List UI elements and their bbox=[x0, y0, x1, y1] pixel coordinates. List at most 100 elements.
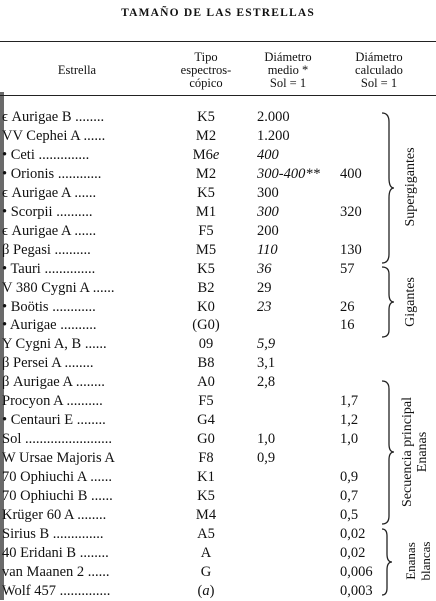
header-spectral-line2: espectros- bbox=[180, 63, 232, 77]
diameter-calculated: 0,02 bbox=[340, 545, 366, 561]
diameter-calculated: 320 bbox=[340, 204, 362, 220]
star-name: ϵ Aurigae B ........ bbox=[2, 109, 105, 125]
header-spectral-line3: cópico bbox=[189, 76, 223, 90]
spectral-type: G0 bbox=[197, 431, 215, 447]
diameter-mean: 36 bbox=[257, 261, 272, 277]
header-diam-calc: Diámetro calculado Sol = 1 bbox=[334, 51, 424, 90]
header-diam-mean-line1: Diámetro bbox=[264, 50, 312, 64]
spectral-type: 09 bbox=[198, 336, 214, 352]
star-name: Sol ........................ bbox=[2, 431, 112, 447]
header-spectral-line1: Tipo bbox=[194, 50, 218, 64]
enanas-blancas-line2: blancas bbox=[418, 541, 433, 581]
supergigantes-text: Supergigantes bbox=[403, 147, 418, 227]
page-edge-shadow bbox=[0, 92, 4, 600]
header-diam-calc-line2: calculado bbox=[355, 63, 403, 77]
spectral-type: F5 bbox=[198, 223, 214, 239]
spectral-type: M1 bbox=[195, 204, 217, 220]
diameter-calculated: 130 bbox=[340, 242, 362, 258]
spectral-type: G4 bbox=[197, 412, 215, 428]
brace-secuencia bbox=[381, 380, 395, 525]
spectral-type: M6e bbox=[192, 147, 220, 163]
diameter-calculated: 1,2 bbox=[340, 412, 359, 428]
star-name: W Ursae Majoris A bbox=[2, 450, 115, 466]
brace-gigantes bbox=[381, 266, 395, 338]
enanas-blancas-line1: Enanas bbox=[403, 542, 418, 580]
brace-enanas-blancas bbox=[381, 528, 393, 596]
spectral-type: M5 bbox=[195, 242, 217, 258]
star-name: 70 Ophiuchi A ...... bbox=[2, 469, 112, 485]
diameter-calculated: 0,006 bbox=[340, 564, 373, 580]
spectral-type: M2 bbox=[195, 128, 217, 144]
diameter-calculated: 0,7 bbox=[340, 488, 359, 504]
star-name: van Maanen 2 ...... bbox=[2, 564, 110, 580]
star-name: ϵ Aurigae A ...... bbox=[2, 185, 97, 201]
star-name: • Orionis ............ bbox=[2, 166, 102, 182]
spectral-type: A5 bbox=[197, 526, 215, 542]
group-label-gigantes: Gigantes bbox=[403, 262, 419, 342]
star-name: • Scorpii .......... bbox=[2, 204, 93, 220]
spectral-type: F5 bbox=[198, 393, 214, 409]
star-name: β Persei A ........ bbox=[2, 355, 94, 371]
header-rule-top bbox=[0, 41, 436, 42]
header-star: Estrella bbox=[2, 64, 152, 77]
diameter-calculated: 0,9 bbox=[340, 469, 359, 485]
star-name: • Aurigae .......... bbox=[2, 317, 97, 333]
diameter-calculated: 0,003 bbox=[340, 583, 373, 599]
star-name: V 380 Cygni A ...... bbox=[2, 280, 115, 296]
spectral-type: (G0) bbox=[192, 317, 220, 333]
diameter-mean: 0,9 bbox=[257, 450, 276, 466]
group-label-supergigantes: Supergigantes bbox=[403, 127, 419, 247]
diameter-calculated: 400 bbox=[340, 166, 362, 182]
diameter-calculated: 26 bbox=[340, 299, 355, 315]
header-diam-mean-line2: medio * bbox=[267, 63, 309, 77]
diameter-mean: 3,1 bbox=[257, 355, 276, 371]
group-label-secuencia: Secuencia principal Enanas bbox=[400, 382, 430, 522]
diameter-mean: 2.000 bbox=[257, 109, 290, 125]
diameter-calculated: 16 bbox=[340, 317, 355, 333]
header-spectral: Tipo espectros- cópico bbox=[166, 51, 246, 90]
gigantes-text: Gigantes bbox=[403, 277, 418, 327]
diameter-mean: 300-400** bbox=[257, 166, 320, 182]
star-name: Y Cygni A, B ...... bbox=[2, 336, 107, 352]
spectral-type: B2 bbox=[197, 280, 215, 296]
spectral-type: A0 bbox=[197, 374, 215, 390]
table-title: TAMAÑO DE LAS ESTRELLAS bbox=[121, 7, 315, 19]
header-diam-mean-line3: Sol = 1 bbox=[269, 76, 307, 90]
spectral-type: A bbox=[200, 545, 212, 561]
spectral-type: K5 bbox=[197, 185, 215, 201]
star-name: β Aurigae A ........ bbox=[2, 374, 105, 390]
spectral-type: K1 bbox=[197, 469, 215, 485]
header-diam-calc-line3: Sol = 1 bbox=[360, 76, 398, 90]
spectral-type: (a) bbox=[197, 583, 215, 599]
star-name: • Tauri .............. bbox=[2, 261, 96, 277]
star-name: • Centauri E ........ bbox=[2, 412, 106, 428]
group-label-enanas-blancas: Enanas blancas bbox=[403, 526, 433, 596]
spectral-type: K5 bbox=[197, 261, 215, 277]
diameter-calculated: 1,7 bbox=[340, 393, 359, 409]
diameter-mean: 1,0 bbox=[257, 431, 276, 447]
secuencia-text: Secuencia principal bbox=[400, 397, 415, 508]
spectral-type: M2 bbox=[195, 166, 217, 182]
diameter-mean: 400 bbox=[257, 147, 279, 163]
star-name: VV Cephei A ...... bbox=[2, 128, 106, 144]
diameter-calculated: 1,0 bbox=[340, 431, 359, 447]
diameter-calculated: 0,02 bbox=[340, 526, 366, 542]
spectral-type: G bbox=[200, 564, 212, 580]
spectral-type: K0 bbox=[197, 299, 215, 315]
diameter-mean: 300 bbox=[257, 185, 279, 201]
diameter-mean: 29 bbox=[257, 280, 272, 296]
diameter-calculated: 0,5 bbox=[340, 507, 359, 523]
header-diam-mean: Diámetro medio * Sol = 1 bbox=[248, 51, 328, 90]
star-name: Procyon A .......... bbox=[2, 393, 103, 409]
diameter-mean: 300 bbox=[257, 204, 279, 220]
brace-supergigantes bbox=[381, 112, 395, 264]
diameter-mean: 1.200 bbox=[257, 128, 290, 144]
header-diam-calc-line1: Diámetro bbox=[355, 50, 403, 64]
star-name: Krüger 60 A ........ bbox=[2, 507, 107, 523]
diameter-mean: 2,8 bbox=[257, 374, 276, 390]
star-name: 40 Eridani B ........ bbox=[2, 545, 109, 561]
star-name: Sirius B .............. bbox=[2, 526, 104, 542]
header-rule-bottom bbox=[0, 95, 436, 96]
spectral-type: K5 bbox=[197, 488, 215, 504]
star-name: 70 Ophiuchi B ...... bbox=[2, 488, 113, 504]
